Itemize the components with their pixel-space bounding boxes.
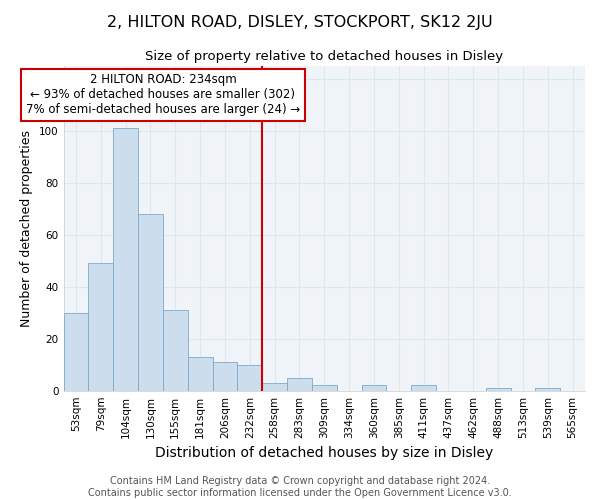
Y-axis label: Number of detached properties: Number of detached properties bbox=[20, 130, 34, 326]
Bar bbox=[312, 386, 337, 390]
Bar bbox=[64, 312, 88, 390]
Bar bbox=[163, 310, 188, 390]
Bar bbox=[238, 364, 262, 390]
Bar bbox=[411, 386, 436, 390]
Bar bbox=[138, 214, 163, 390]
Title: Size of property relative to detached houses in Disley: Size of property relative to detached ho… bbox=[145, 50, 503, 63]
Bar bbox=[485, 388, 511, 390]
Bar bbox=[188, 357, 212, 390]
Bar bbox=[362, 386, 386, 390]
Bar bbox=[212, 362, 238, 390]
Bar bbox=[88, 263, 113, 390]
Text: 2 HILTON ROAD: 234sqm
← 93% of detached houses are smaller (302)
7% of semi-deta: 2 HILTON ROAD: 234sqm ← 93% of detached … bbox=[26, 74, 300, 116]
Bar bbox=[113, 128, 138, 390]
Bar bbox=[535, 388, 560, 390]
Text: Contains HM Land Registry data © Crown copyright and database right 2024.
Contai: Contains HM Land Registry data © Crown c… bbox=[88, 476, 512, 498]
Bar bbox=[287, 378, 312, 390]
X-axis label: Distribution of detached houses by size in Disley: Distribution of detached houses by size … bbox=[155, 446, 493, 460]
Text: 2, HILTON ROAD, DISLEY, STOCKPORT, SK12 2JU: 2, HILTON ROAD, DISLEY, STOCKPORT, SK12 … bbox=[107, 15, 493, 30]
Bar bbox=[262, 383, 287, 390]
